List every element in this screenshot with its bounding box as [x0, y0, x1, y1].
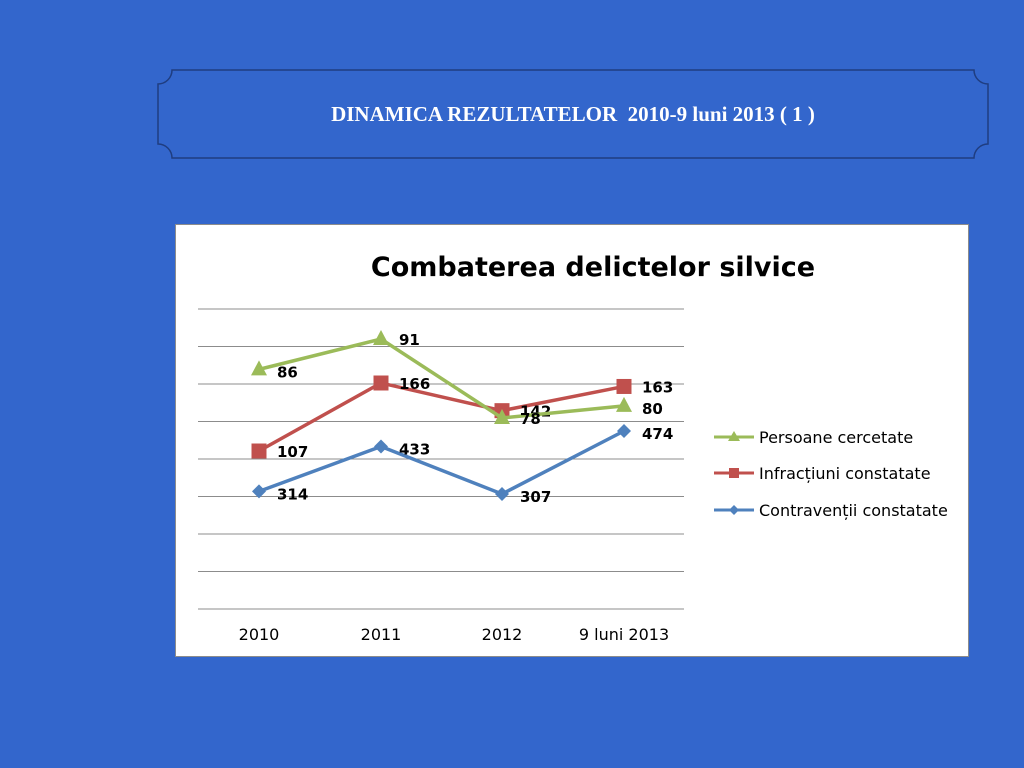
series-line: [258, 429, 625, 496]
data-point-square: [373, 375, 389, 391]
data-label: 474: [642, 425, 673, 443]
data-point-diamond: [374, 439, 388, 454]
data-label: 80: [642, 400, 663, 418]
data-label: 163: [642, 378, 673, 396]
legend-label: Infracțiuni constatate: [759, 464, 931, 483]
data-label: 91: [399, 331, 420, 349]
data-point-triangle: [373, 330, 389, 345]
series-line: [258, 381, 625, 453]
data-label: 166: [399, 375, 430, 393]
x-tick-label: 2011: [361, 625, 402, 644]
chart-frame: Combaterea delictelor silvice 2010 2011 201…: [175, 224, 969, 657]
data-point-triangle: [494, 409, 510, 424]
data-point-triangle: [251, 360, 267, 376]
data-point-diamond: [495, 487, 509, 501]
title-banner-frame: [157, 69, 989, 159]
data-label: 86: [277, 363, 298, 381]
x-tick-label: 2012: [482, 625, 523, 644]
data-label: 78: [520, 410, 541, 428]
x-tick-label: 9 luni 2013: [579, 625, 669, 644]
data-point-square: [251, 443, 267, 459]
data-point-diamond: [617, 424, 631, 438]
legend-label: Contravenții constatate: [759, 501, 948, 520]
data-label: 433: [399, 440, 430, 458]
data-point-square: [616, 378, 632, 394]
data-label: 107: [277, 443, 308, 461]
legend-marker-square: [729, 468, 739, 478]
x-tick-label: 2010: [239, 625, 280, 644]
slide-title: DINAMICA REZULTATELOR 2010-9 luni 2013 (…: [331, 102, 815, 126]
series-line: [258, 337, 625, 420]
title-banner: DINAMICA REZULTATELOR 2010-9 luni 2013 (…: [156, 68, 990, 160]
legend-marker-diamond: [729, 505, 739, 515]
data-label: 307: [520, 488, 551, 506]
data-label: 314: [277, 485, 308, 503]
chart-title: Combaterea delictelor silvice: [371, 252, 815, 283]
legend-marker-triangle: [728, 431, 740, 441]
line-chart: Combaterea delictelor silvice 2010 2011 201…: [198, 252, 948, 644]
data-point-triangle: [616, 396, 632, 412]
data-point-diamond: [252, 484, 266, 499]
legend-label: Persoane cercetate: [759, 428, 913, 447]
